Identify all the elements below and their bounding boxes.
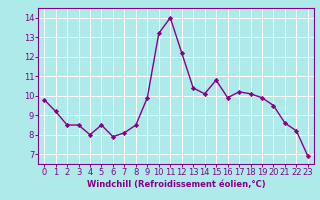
X-axis label: Windchill (Refroidissement éolien,°C): Windchill (Refroidissement éolien,°C) — [87, 180, 265, 189]
